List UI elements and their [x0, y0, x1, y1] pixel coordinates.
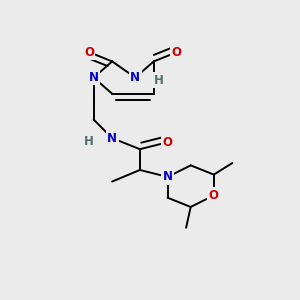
- Text: O: O: [163, 136, 172, 149]
- Text: N: N: [163, 170, 172, 183]
- Text: O: O: [209, 189, 219, 202]
- Text: O: O: [84, 46, 94, 59]
- Text: N: N: [130, 71, 140, 84]
- Text: N: N: [89, 71, 99, 84]
- Text: O: O: [172, 46, 182, 59]
- Text: H: H: [84, 135, 94, 148]
- Text: H: H: [153, 74, 163, 87]
- Text: N: N: [107, 132, 117, 145]
